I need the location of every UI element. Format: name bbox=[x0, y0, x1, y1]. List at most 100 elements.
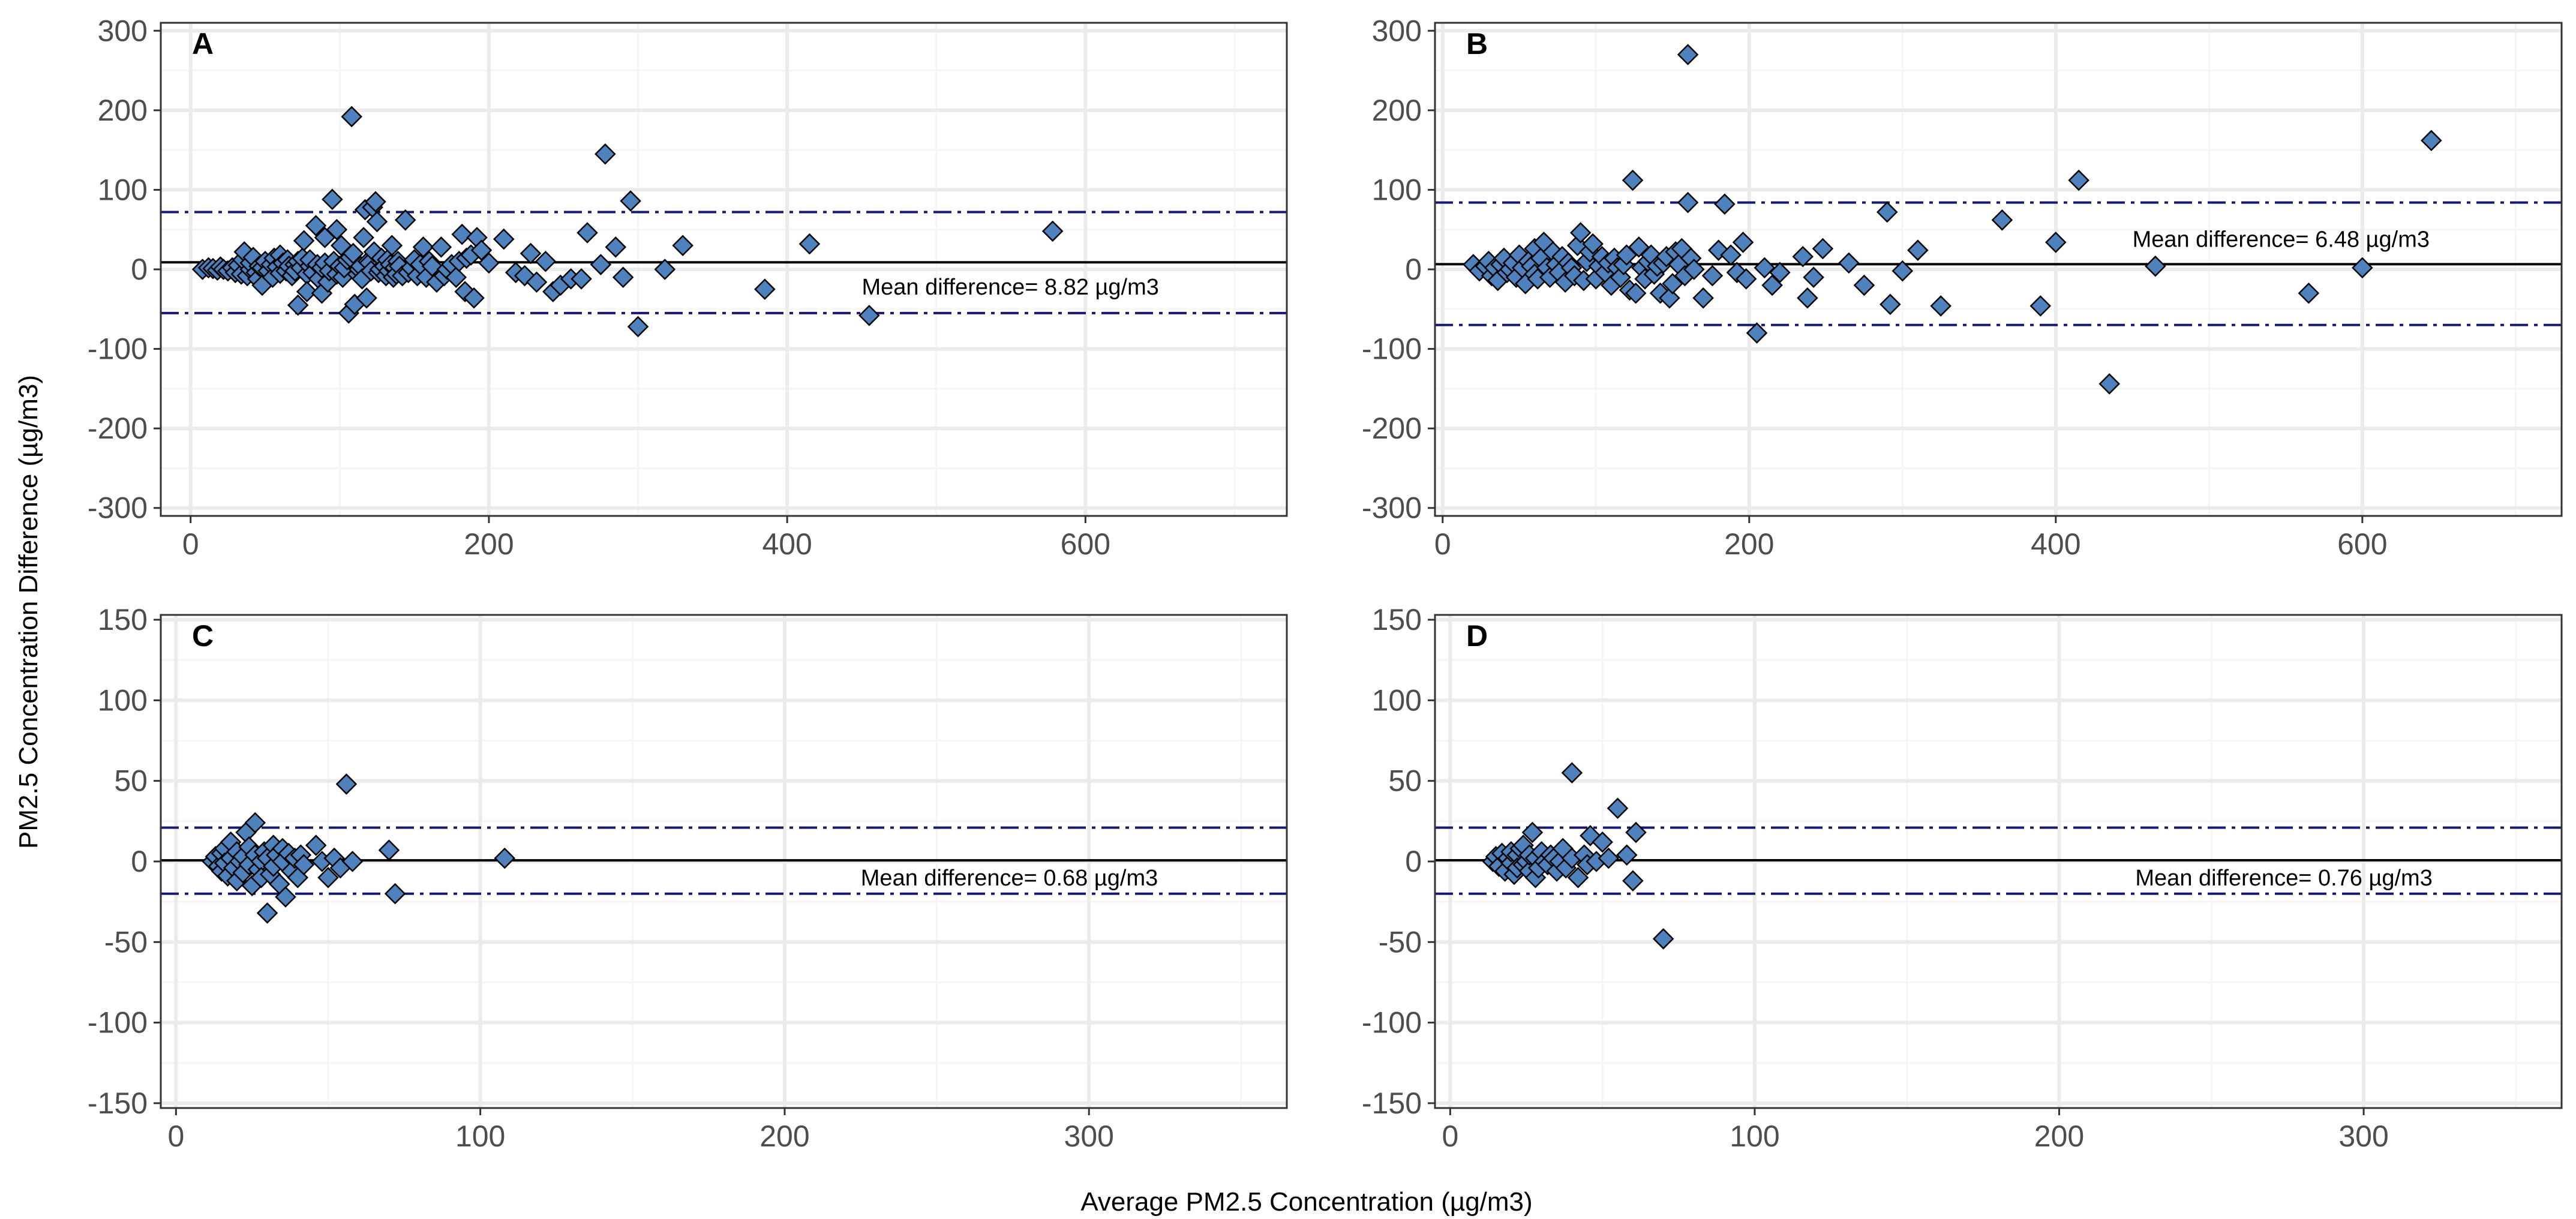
panel-d-mean-label: Mean difference= 0.76 µg/m3 bbox=[2135, 866, 2432, 891]
panel-a-data-point bbox=[353, 227, 374, 248]
panel-c-xtick-label: 300 bbox=[1064, 1119, 1114, 1153]
panel-b-ytick-label: 300 bbox=[1372, 14, 1422, 47]
panel-a-xtick-label: 0 bbox=[182, 527, 199, 561]
panel-b: 0 200 400 600 -300 -200 -100 0 100 200 300 Mean dif… bbox=[1362, 14, 2563, 561]
panel-b-data-point bbox=[1720, 244, 1742, 266]
panel-c-ytick-label: -50 bbox=[104, 925, 148, 959]
panel-a-data-point bbox=[451, 223, 473, 245]
panel-c-ytick-label: 50 bbox=[114, 764, 148, 798]
panel-d-ytick-label: 50 bbox=[1388, 764, 1422, 798]
panel-c-ytick-label: 0 bbox=[131, 845, 148, 878]
panel-a-ytick-label: -100 bbox=[88, 332, 148, 366]
panel-b-data-point bbox=[1761, 274, 1783, 296]
panel-a-data-point bbox=[412, 236, 434, 258]
panel-a-mean-label: Mean difference= 8.82 µg/m3 bbox=[861, 275, 1158, 300]
panel-a-data-point bbox=[571, 268, 592, 290]
panel-b-xtick-label: 600 bbox=[2337, 527, 2387, 561]
panel-b-data-point bbox=[1714, 193, 1736, 215]
panel-b-data-point bbox=[1683, 259, 1705, 280]
panel-a-ytick-label: -300 bbox=[88, 491, 148, 525]
panel-c-ytick-label: -100 bbox=[88, 1006, 148, 1040]
panel-a-data-point bbox=[365, 191, 386, 213]
panel-c-data-point bbox=[275, 886, 296, 908]
panel-a-data-point bbox=[296, 281, 318, 302]
panel-a-data-point bbox=[394, 209, 416, 231]
panel-b-border bbox=[1434, 22, 2563, 517]
panel-d-xtick-label: 100 bbox=[1730, 1119, 1779, 1153]
panel-d-data-point bbox=[1625, 821, 1647, 843]
panel-b-data-point bbox=[2298, 283, 2320, 304]
panel-c-border bbox=[160, 614, 1288, 1109]
panel-b-tag: B bbox=[1466, 27, 1488, 61]
panel-b-data-point bbox=[1677, 44, 1699, 65]
panel-b-data-point bbox=[1838, 252, 1860, 274]
panel-b-data-point bbox=[1746, 322, 1768, 344]
panel-b-xtick-label: 200 bbox=[1724, 527, 1774, 561]
panel-b-data-point bbox=[1853, 274, 1875, 296]
panel-a-xtick-label: 600 bbox=[1061, 527, 1110, 561]
panel-d-tag: D bbox=[1466, 619, 1488, 653]
panel-b-data-point bbox=[1692, 287, 1714, 309]
panel-a-border bbox=[160, 22, 1288, 517]
panel-b-data-point bbox=[2045, 232, 2067, 253]
panel-a-data-point bbox=[356, 287, 377, 309]
panel-d-data-point bbox=[1622, 870, 1644, 892]
panel-b-ytick-label: 0 bbox=[1405, 253, 1422, 286]
panel-b-data-point bbox=[1735, 268, 1757, 290]
panel-a-data-point bbox=[520, 242, 542, 265]
panel-b-ytick-label: 100 bbox=[1372, 173, 1422, 206]
panel-a-data-point bbox=[463, 287, 485, 309]
panel-c-tag: C bbox=[192, 619, 214, 653]
panel-a-data-point bbox=[590, 254, 612, 275]
panel-d-data-point bbox=[1607, 797, 1629, 819]
panel-b-data-point bbox=[2068, 169, 2089, 191]
panel-d-data-point bbox=[1598, 847, 1620, 869]
panel-b-ytick-label: -100 bbox=[1362, 332, 1422, 366]
panel-b-data-point bbox=[2145, 255, 2166, 277]
panel-b-ytick-label: -300 bbox=[1362, 491, 1422, 525]
panel-d-data-point bbox=[1561, 762, 1583, 784]
panel-c-data-point bbox=[317, 867, 339, 888]
panel-c-data-point bbox=[378, 839, 400, 861]
panel-a-data-point bbox=[322, 188, 343, 211]
x-axis-title: Average PM2.5 Concentration (µg/m3) bbox=[1080, 1187, 1532, 1217]
panel-c-data-point bbox=[335, 773, 358, 795]
panel-c-data-point bbox=[494, 847, 516, 869]
panel-a-data-point bbox=[858, 305, 880, 326]
panel-a-data-point bbox=[1041, 220, 1064, 242]
panel-b-ytick-label: -200 bbox=[1362, 412, 1422, 445]
panel-b-data-point bbox=[2421, 130, 2442, 151]
panel-c-data-point bbox=[384, 882, 406, 905]
panel-c-data-point bbox=[244, 812, 266, 834]
panel-b-data-point bbox=[1569, 222, 1592, 244]
panel-c-data-point bbox=[341, 851, 364, 872]
panel-d: 0 100 200 300 -150 -100 -50 0 50 100 150 Mean diffe… bbox=[1362, 603, 2563, 1153]
panel-c-xtick-label: 0 bbox=[167, 1119, 184, 1153]
panel-d-ytick-label: -50 bbox=[1379, 925, 1422, 959]
panel-a-data-point bbox=[366, 211, 388, 233]
panel-b-data-point bbox=[1769, 262, 1791, 284]
panel-a-data-point bbox=[430, 236, 452, 258]
panel-a-data-point bbox=[595, 143, 616, 165]
panel-b-data-point bbox=[1892, 260, 1914, 282]
panel-b-data-point bbox=[2352, 257, 2373, 279]
panel-b-data-point bbox=[1622, 169, 1644, 191]
panel-c-ytick-label: 100 bbox=[98, 683, 148, 717]
panel-c-xtick-label: 200 bbox=[759, 1119, 809, 1153]
panel-a-data-point bbox=[421, 255, 443, 277]
panel-a-data-point bbox=[620, 190, 641, 212]
panel-c-data-point bbox=[256, 902, 278, 924]
panel-d-data-point bbox=[1652, 928, 1674, 950]
panel-a-data-point bbox=[535, 250, 557, 272]
panel-b-data-point bbox=[1930, 295, 1951, 317]
panel-a-tag: A bbox=[192, 27, 214, 61]
panel-a-ytick-label: -200 bbox=[88, 412, 148, 445]
panel-a-data-point bbox=[493, 228, 515, 250]
panel-a-data-point bbox=[293, 230, 315, 252]
y-axis-title: PM2.5 Concentration Difference (µg/m3) bbox=[14, 375, 43, 849]
panel-b-data-point bbox=[1701, 265, 1724, 287]
panel-a-data-point bbox=[381, 235, 403, 256]
panel-a-data-point bbox=[672, 235, 693, 256]
panel-a-data-point bbox=[341, 106, 362, 128]
